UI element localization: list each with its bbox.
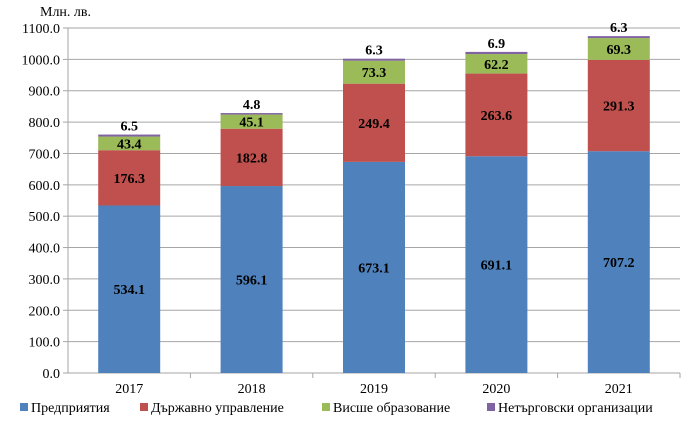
bar-segment (587, 59, 650, 152)
bar-segment (587, 38, 650, 60)
legend-label: Държавно управление (151, 401, 284, 416)
bar-segment (220, 113, 283, 115)
bar-segment (98, 150, 161, 206)
y-tick-label: 300.0 (29, 273, 61, 288)
data-label: 62.2 (484, 58, 509, 73)
y-axis-label: Млн. лв. (40, 5, 91, 20)
bar-segment (465, 73, 528, 157)
data-label: 6.9 (488, 37, 506, 52)
data-label: 73.3 (362, 66, 387, 81)
data-label: 6.3 (610, 21, 628, 36)
x-tick-label: 2021 (605, 382, 633, 397)
y-tick-label: 600.0 (29, 179, 61, 194)
bar-segment (343, 83, 405, 162)
data-label: 263.6 (481, 109, 513, 124)
y-tick-label: 900.0 (29, 85, 61, 100)
bar-segment (220, 114, 283, 129)
y-tick-label: 800.0 (29, 116, 61, 131)
y-tick-label: 100.0 (29, 336, 61, 351)
y-tick-label: 400.0 (29, 242, 61, 257)
data-label: 43.4 (117, 137, 142, 152)
bar-segment (220, 128, 283, 187)
data-label: 691.1 (481, 259, 513, 274)
x-tick-label: 2020 (482, 382, 510, 397)
bar-segment (343, 60, 405, 84)
bar-segment (98, 205, 161, 373)
y-tick-label: 200.0 (29, 304, 61, 319)
data-label: 291.3 (603, 100, 635, 115)
bar-segment (587, 36, 650, 39)
data-label: 534.1 (113, 283, 145, 298)
bar-segment (465, 156, 528, 373)
data-label: 673.1 (358, 261, 390, 276)
legend-marker (322, 403, 330, 411)
x-tick-label: 2019 (360, 382, 388, 397)
data-label: 6.3 (365, 44, 383, 59)
data-label: 249.4 (358, 117, 390, 132)
y-tick-label: 1000.0 (22, 53, 61, 68)
bar-segment (220, 186, 283, 373)
y-tick-label: 1100.0 (22, 22, 60, 37)
bar-segment (587, 151, 650, 373)
legend-marker (20, 403, 28, 411)
bar-segment (465, 51, 528, 55)
data-label: 4.8 (243, 98, 261, 113)
x-tick-label: 2017 (115, 382, 143, 397)
y-tick-label: 500.0 (29, 210, 61, 225)
data-label: 45.1 (239, 116, 264, 131)
legend-label: Предприятия (31, 401, 110, 416)
data-label: 596.1 (236, 274, 268, 289)
data-label: 69.3 (607, 43, 632, 58)
bar-segment (343, 161, 405, 373)
data-label: 707.2 (603, 256, 635, 271)
legend-marker (487, 403, 495, 411)
bar-segment (98, 134, 161, 137)
data-label: 182.8 (236, 151, 268, 166)
bar-segment (465, 54, 528, 74)
bar-segment (98, 136, 161, 151)
y-tick-label: 700.0 (29, 147, 61, 162)
legend-marker (140, 403, 148, 411)
legend-label: Нетърговски организации (498, 401, 653, 416)
bar-segment (343, 58, 405, 61)
x-tick-label: 2018 (238, 382, 266, 397)
legend-label: Висше образование (333, 401, 450, 416)
data-label: 176.3 (113, 172, 145, 187)
y-tick-label: 0.0 (43, 367, 61, 382)
data-label: 6.5 (120, 120, 138, 135)
